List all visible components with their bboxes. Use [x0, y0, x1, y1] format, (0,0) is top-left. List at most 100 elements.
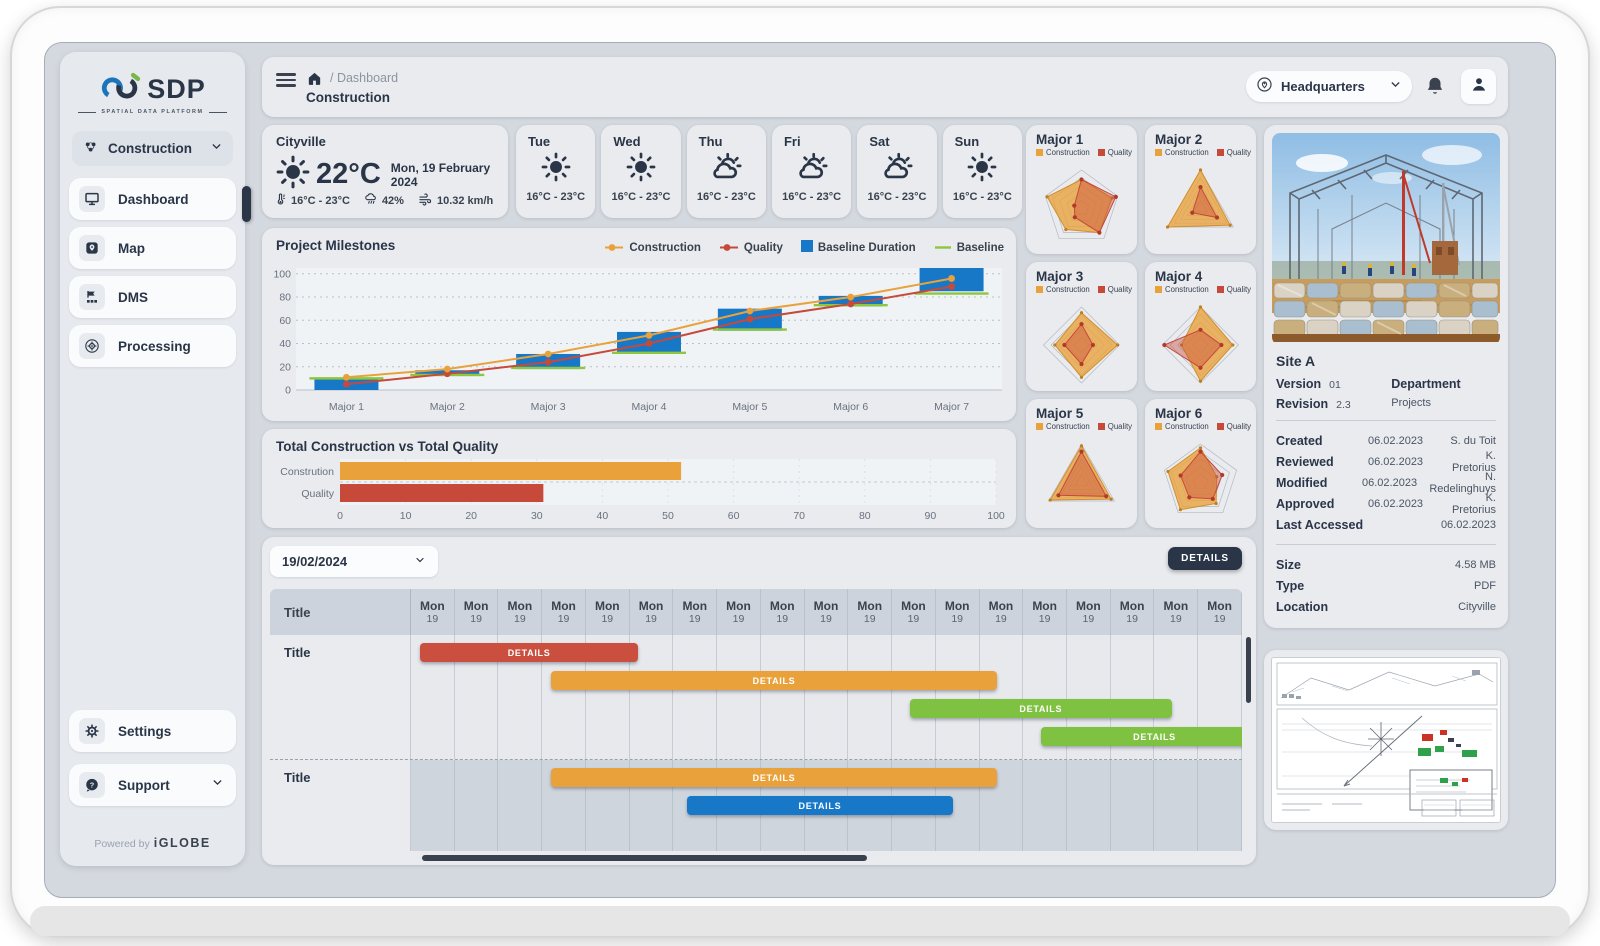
forecast-day-card[interactable]: Sun 16°C - 23°C — [942, 125, 1022, 218]
radar-card-title: Major 2 — [1155, 132, 1203, 147]
radar-card-title: Major 6 — [1155, 406, 1203, 421]
legend-label: Baseline — [956, 242, 1004, 254]
radar-card[interactable]: Major 2 Construction Quality — [1145, 125, 1256, 254]
gantt-body: Title DETAILS DETAILS DETAILS DETAILS Title DE… — [270, 635, 1242, 851]
radar-grid: Major 1 Construction Quality Major 2 Constru… — [1026, 125, 1256, 528]
gantt-bar[interactable]: DETAILS — [909, 699, 1172, 718]
column-line — [936, 760, 980, 851]
vertical-scrollbar[interactable] — [1246, 637, 1251, 703]
column-line — [1067, 760, 1111, 851]
sidebar-item-support[interactable]: ? Support — [69, 764, 236, 806]
radar-card[interactable]: Major 3 Construction Quality — [1026, 262, 1137, 391]
forecast-day-card[interactable]: Thu 16°C - 23°C — [686, 125, 766, 218]
dotline-marker — [604, 239, 624, 257]
legend-item: Quality — [1216, 285, 1251, 294]
radar-card[interactable]: Major 1 Construction Quality — [1026, 125, 1137, 254]
horizontal-scrollbar[interactable] — [422, 855, 867, 861]
column-date: 19 — [863, 612, 876, 625]
project-selector-label: Construction — [108, 141, 192, 156]
column-date: 19 — [688, 612, 701, 625]
forecast-day-card[interactable]: Sat 16°C - 23°C — [857, 125, 937, 218]
gantt-column-header: Mon 19 — [1198, 589, 1242, 635]
svg-text:40: 40 — [597, 510, 609, 522]
user-profile-button[interactable] — [1461, 69, 1496, 104]
history-date: 06.02.2023 — [1368, 497, 1424, 510]
totals-card: Total Construction vs Total Quality 0 10 2… — [262, 429, 1016, 528]
construction-marker — [1155, 286, 1162, 293]
gantt-bar[interactable]: DETAILS — [686, 796, 954, 815]
sidebar-item-settings[interactable]: Settings — [69, 710, 236, 752]
radar-card-title: Major 5 — [1036, 406, 1084, 421]
sidebar-item-map[interactable]: Map — [69, 227, 236, 269]
gantt-bar[interactable]: DETAILS — [419, 643, 639, 662]
iglobe-brand: iGLOBE — [153, 836, 211, 850]
column-day: Mon — [769, 598, 795, 613]
column-line — [1154, 635, 1199, 759]
chevron-down-icon — [210, 140, 223, 158]
breadcrumb[interactable]: / Dashboard — [330, 71, 399, 85]
radar-card[interactable]: Major 6 Construction Quality — [1145, 399, 1256, 528]
svg-text:90: 90 — [925, 510, 937, 522]
powered-by: Powered by iGLOBE — [94, 836, 211, 850]
user-avatar-icon — [1469, 74, 1489, 99]
sun-cloud-icon — [709, 150, 743, 189]
legend-item: Quality — [1097, 422, 1132, 431]
location-selector[interactable]: Headquarters — [1246, 71, 1412, 102]
forecast-day-card[interactable]: Wed 16°C - 23°C — [601, 125, 681, 218]
divider — [1276, 544, 1496, 545]
construction-marker — [1155, 423, 1162, 430]
column-day: Mon — [594, 598, 620, 613]
gantt-title-column-header: Title — [284, 604, 311, 620]
sidebar-footer: Settings ? Support — [69, 710, 236, 806]
gantt-details-button[interactable]: DETAILS — [1168, 547, 1242, 570]
svg-text:Major 7: Major 7 — [934, 401, 969, 413]
column-date: 19 — [907, 612, 920, 625]
radar-card[interactable]: Major 4 Construction Quality — [1145, 262, 1256, 391]
gantt-bar[interactable]: DETAILS — [1040, 727, 1242, 746]
gantt-card: 19/02/2024 DETAILS Title Mon 19 Mon 19 Mon 19… — [262, 537, 1256, 865]
home-icon[interactable] — [306, 70, 323, 92]
sidebar-item-dms[interactable]: DMS — [69, 276, 236, 318]
column-line — [542, 635, 586, 759]
svg-text:70: 70 — [793, 510, 805, 522]
sidebar-item-label: Settings — [118, 723, 172, 739]
svg-text:20: 20 — [279, 361, 291, 373]
column-line — [630, 635, 674, 759]
gantt-header-columns: Mon 19 Mon 19 Mon 19 Mon 19 Mon 19 Mon 19 Mon 19 Mon 19… — [410, 589, 1242, 635]
column-day: Mon — [507, 598, 533, 613]
forecast-day-card[interactable]: Fri 16°C - 23°C — [771, 125, 852, 218]
svg-text:Major 2: Major 2 — [430, 401, 465, 413]
gantt-bar[interactable]: DETAILS — [550, 768, 998, 787]
forecast-day-range: 16°C - 23°C — [952, 191, 1012, 203]
forecast-day-card[interactable]: Tue 16°C - 23°C — [516, 125, 596, 218]
radar-card-title: Major 4 — [1155, 269, 1203, 284]
weather-wind: 10.32 km/h — [436, 195, 494, 207]
legend-item: Construction — [1036, 422, 1090, 431]
gantt-column-header: Mon 19 — [980, 589, 1024, 635]
sidebar-item-dashboard[interactable]: Dashboard — [69, 178, 236, 220]
forecast-day-label: Fri — [783, 134, 801, 149]
history-name: K. Pretorius — [1451, 449, 1496, 474]
project-selector[interactable]: Construction — [72, 131, 233, 166]
history-date: 06.02.2023 — [1368, 434, 1424, 447]
history-row: Created 06.02.2023 S. du Toit — [1276, 430, 1496, 451]
svg-text:Major 5: Major 5 — [732, 401, 767, 413]
legend-label: Baseline Duration — [817, 242, 916, 254]
date-filter-select[interactable]: 19/02/2024 — [270, 546, 438, 577]
sidebar-item-processing[interactable]: Processing — [69, 325, 236, 367]
weather-humidity: 42% — [381, 195, 404, 207]
column-line — [1067, 635, 1111, 759]
column-date: 19 — [1170, 612, 1182, 625]
hamburger-menu-icon[interactable] — [276, 73, 296, 87]
column-line — [761, 635, 805, 759]
radar-card[interactable]: Major 5 Construction Quality — [1026, 399, 1137, 528]
quality-marker — [1216, 286, 1224, 293]
gantt-bar[interactable]: DETAILS — [550, 671, 998, 690]
column-line — [1111, 760, 1155, 851]
column-line — [498, 760, 543, 851]
legend-label: Construction — [629, 242, 701, 254]
forecast-day-label: Sat — [869, 134, 890, 149]
column-line — [630, 760, 674, 851]
notifications-bell-icon[interactable] — [1424, 75, 1448, 99]
gantt-column-header: Mon 19 — [630, 589, 674, 635]
